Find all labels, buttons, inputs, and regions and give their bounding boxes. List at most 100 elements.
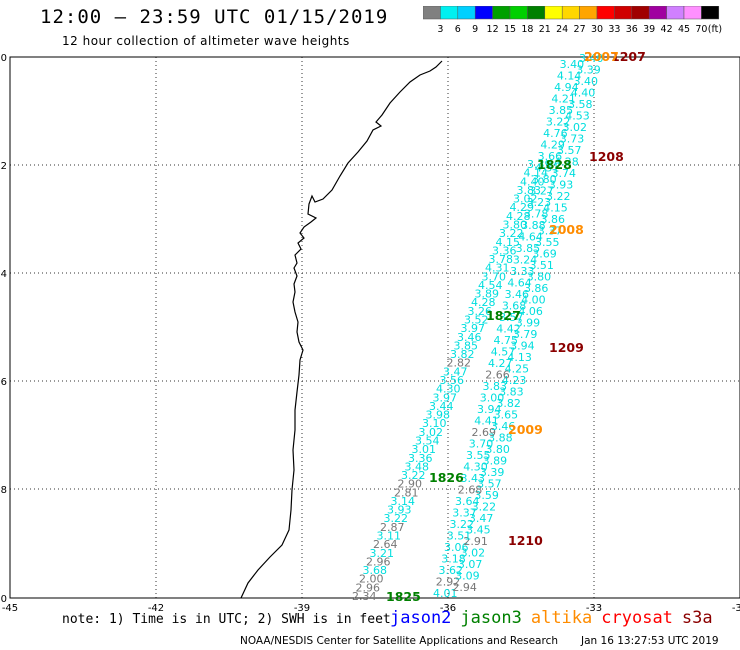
wave-height-value: 3.54 <box>415 434 440 447</box>
wave-height-value: 3.02 <box>562 121 587 134</box>
wave-height-value: 3.22 <box>401 469 426 482</box>
colorbar-unit: (ft) <box>708 24 722 35</box>
wave-height-value: 3.48 <box>405 460 430 473</box>
colorbar-tick-label: 39 <box>643 24 655 35</box>
wave-height-value: 4.00 <box>521 294 546 307</box>
wave-height-value: 3.70 <box>482 270 507 283</box>
wave-height-value: 3.40 <box>560 58 585 71</box>
wave-height-value: 4.75 <box>494 334 519 347</box>
wave-height-value: 3.39 <box>480 466 505 479</box>
wave-height-value: 4.15 <box>496 236 521 249</box>
latitude-label: -18 <box>0 485 7 496</box>
wave-height-value: 3.43 <box>461 472 486 485</box>
wave-height-value: 3.22 <box>499 227 524 240</box>
wave-height-value: 4.13 <box>507 351 532 364</box>
wave-height-value: 3.45 <box>466 524 491 537</box>
satellite-legend-altika: altika <box>530 608 593 628</box>
colorbar-tick-label: 6 <box>455 24 461 35</box>
colorbar-tick-label: 27 <box>574 24 586 35</box>
wave-height-value: 3.80 <box>503 218 528 231</box>
wave-height-value: 3.80 <box>527 271 552 284</box>
wave-height-value: 3.80 <box>485 443 510 456</box>
wave-height-value: 3.02 <box>461 547 486 560</box>
wave-height-value: 4.14 <box>557 69 582 82</box>
wave-height-value: 4.23 <box>502 374 527 387</box>
credit-line: NOAA/NESDIS Center for Satellite Applica… <box>240 635 558 647</box>
wave-height-value: 4.41 <box>474 414 499 427</box>
wave-height-value: 3.39 <box>527 158 552 171</box>
colorbar-tick-label: 3 <box>437 24 443 35</box>
latitude-label: -12 <box>0 161 7 172</box>
satellite-legend-jason2: jason2 <box>390 608 452 628</box>
wave-height-value: 3.52 <box>464 314 489 327</box>
wave-height-value: 2.68 <box>458 483 483 496</box>
wave-height-value: 4.76 <box>543 127 568 140</box>
wave-height-value: 3.57 <box>499 311 524 324</box>
wave-height-value: 4.14 <box>524 167 549 180</box>
pass-time-label: 1828 <box>537 157 572 172</box>
wave-height-value: 3.47 <box>443 365 468 378</box>
wave-height-value: 3.36 <box>408 452 433 465</box>
wave-height-value: 4.28 <box>471 296 496 309</box>
colorbar-tick-label: 45 <box>678 24 690 35</box>
wave-height-value: 3.46 <box>457 331 482 344</box>
satellite-legend-s3a: s3a <box>681 608 713 628</box>
wave-height-value: 2.92 <box>436 575 461 588</box>
wave-height-value: 3.51 <box>447 529 472 542</box>
chart-subtitle: 12 hour collection of altimeter wave hei… <box>62 34 350 48</box>
wave-height-value: 3.94 <box>477 403 502 416</box>
wave-height-value: 3.07 <box>458 558 483 571</box>
latitude-label: -20 <box>0 594 7 605</box>
wave-height-value: 3.22 <box>546 115 571 128</box>
wave-height-value: 3.66 <box>538 150 563 163</box>
wave-height-value: 3.85 <box>516 242 541 255</box>
wave-height-value: 4.25 <box>505 363 530 376</box>
wave-height-value: 3.26 <box>468 305 493 318</box>
longitude-label: -39 <box>294 603 310 614</box>
wave-height-value: 3.22 <box>384 512 409 525</box>
wave-height-value: 3.97 <box>433 391 458 404</box>
wave-height-value: 2.91 <box>463 535 488 548</box>
coastline <box>240 60 443 599</box>
wave-height-value: 3.59 <box>474 489 499 502</box>
pass-time-label: 1207 <box>611 49 646 64</box>
wave-height-value: 3.83 <box>499 386 524 399</box>
colorbar-tick-label: 21 <box>539 24 551 35</box>
wave-height-value: 2.66 <box>485 368 510 381</box>
wave-height-value: 3.37 <box>452 506 477 519</box>
wave-height-value: 4.28 <box>554 156 579 169</box>
pass-time-label: 1209 <box>549 340 584 355</box>
wave-height-value: 3.65 <box>494 409 518 422</box>
pass-time-label: 2009 <box>508 422 543 437</box>
wave-height-value: 2.96 <box>356 581 381 594</box>
wave-height-value: 3.27 <box>529 184 554 197</box>
wave-height-value: 3.18 <box>441 552 466 565</box>
wave-height-value: 3.47 <box>469 512 494 525</box>
wave-height-value: 3.56 <box>440 374 465 387</box>
wave-height-value: 3.94 <box>510 340 535 353</box>
wave-height-value: 4.28 <box>506 210 531 223</box>
wave-height-value: 3.46 <box>491 420 515 433</box>
footer-note: note: 1) Time is in UTC; 2) SWH is in fe… <box>62 612 391 627</box>
latitude-label: -14 <box>0 269 7 280</box>
wave-height-value: 3.22 <box>472 501 497 514</box>
wave-height-value: 3.85 <box>549 104 574 117</box>
wave-height-value: 4.40 <box>571 87 596 100</box>
wave-height-value: 3.40 <box>579 52 604 65</box>
wave-height-value: 4.94 <box>554 81 579 94</box>
longitude-label: -45 <box>2 603 18 614</box>
colorbar-tick-label: 42 <box>661 24 673 35</box>
wave-height-value: 3.36 <box>492 244 517 257</box>
wave-height-value: 3.73 <box>560 133 585 146</box>
wave-height-value: 4.64 <box>518 230 543 243</box>
wave-height-value: 3.82 <box>496 397 520 410</box>
wave-height-value: 4.30 <box>463 460 488 473</box>
wave-height-value: 3.11 <box>377 530 402 543</box>
wave-height-value: 3.82 <box>450 348 475 361</box>
wave-height-value: 4.40 <box>520 175 545 188</box>
wave-height-value: 4.29 <box>540 138 565 151</box>
longitude-labels: -45 -42 -39 -36 -33 -30 <box>2 603 740 614</box>
wave-height-value: 3.69 <box>532 248 557 261</box>
wave-height-value: 3.02 <box>513 193 538 206</box>
